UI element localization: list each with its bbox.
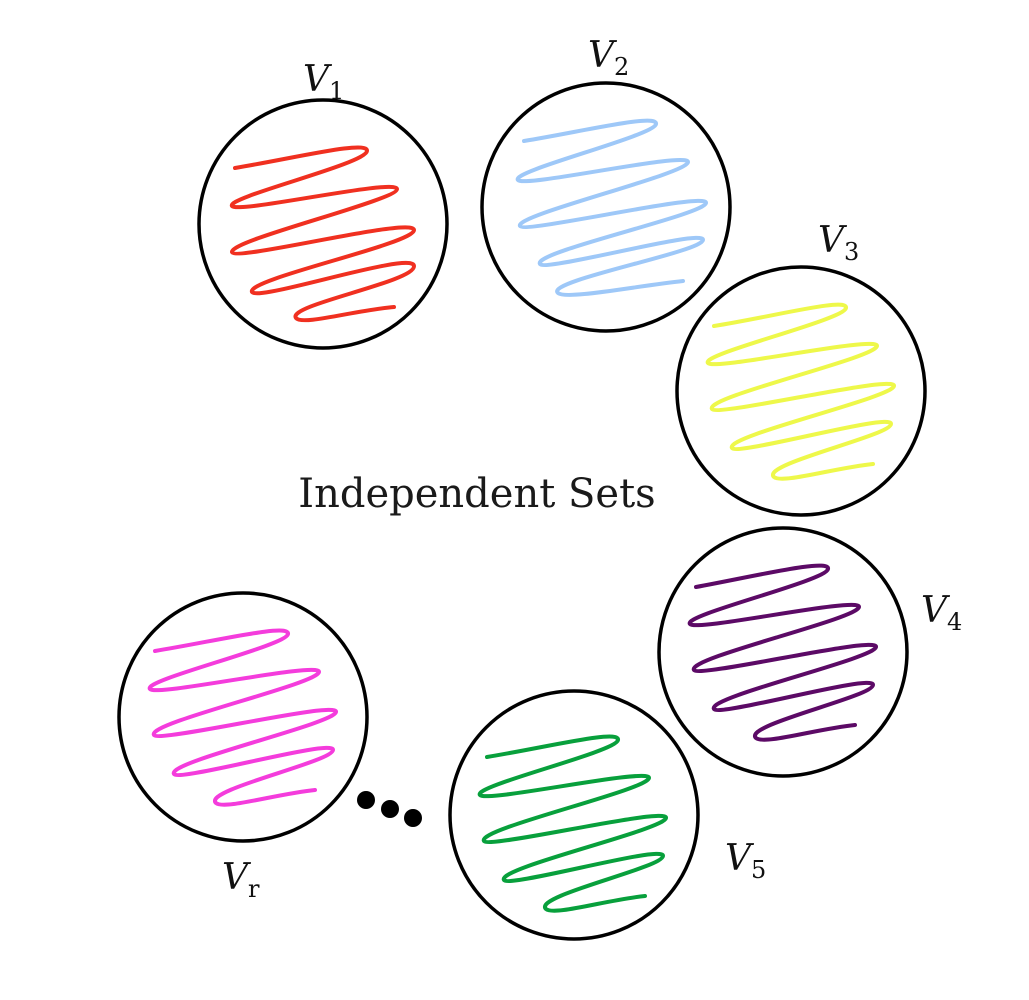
set-v2-label: V2 bbox=[588, 35, 629, 81]
set-v2: V2 bbox=[480, 35, 732, 333]
ellipsis-dot bbox=[381, 800, 399, 818]
set-v3-label: V3 bbox=[818, 220, 859, 266]
set-v4-label: V4 bbox=[921, 590, 962, 636]
set-v4: V4 bbox=[657, 526, 962, 778]
set-v2-scribble bbox=[515, 118, 709, 297]
set-v5-label: V5 bbox=[725, 838, 766, 884]
set-v3-circle bbox=[675, 265, 927, 517]
ellipsis-icon bbox=[357, 791, 422, 827]
set-v1-circle bbox=[197, 98, 449, 350]
ellipsis-dot bbox=[357, 791, 375, 809]
set-vr-label: Vr bbox=[222, 857, 260, 903]
set-v5-circle bbox=[448, 689, 700, 941]
set-v3: V3 bbox=[675, 220, 927, 517]
set-v2-circle bbox=[480, 81, 732, 333]
set-v1: V1 bbox=[197, 59, 449, 350]
set-vr: Vr bbox=[117, 591, 369, 903]
set-v4-circle bbox=[657, 526, 909, 778]
set-v5: V5 bbox=[448, 689, 766, 941]
set-v5-scribble bbox=[477, 734, 669, 913]
set-v4-scribble bbox=[687, 563, 879, 742]
set-vr-scribble bbox=[147, 628, 339, 807]
ellipsis-dot bbox=[404, 809, 422, 827]
set-v1-scribble bbox=[229, 145, 416, 323]
diagram-title: Independent Sets bbox=[298, 471, 655, 517]
set-v1-label: V1 bbox=[303, 59, 344, 105]
set-vr-circle bbox=[117, 591, 369, 843]
set-v3-scribble bbox=[705, 302, 897, 481]
